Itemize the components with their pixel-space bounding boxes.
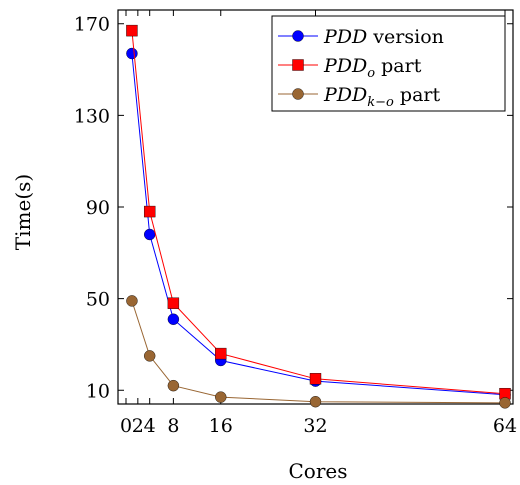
x-tick-label: 8 [167, 415, 179, 437]
data-point [167, 297, 180, 309]
legend-item: PDDk−o part [278, 84, 440, 110]
legend: PDD version PDDo part PDDk−o part [271, 15, 506, 112]
x-tick-label: 0 [120, 415, 132, 437]
data-point [143, 350, 156, 362]
data-point [167, 313, 180, 325]
y-tick-label: 130 [74, 105, 110, 127]
legend-label: PDDo part [323, 55, 422, 81]
y-tick-label: 90 [86, 197, 110, 219]
data-point [215, 347, 227, 360]
series-line [131, 30, 506, 395]
legend-item: PDDo part [278, 55, 422, 81]
legend-marker [292, 30, 304, 42]
legend-marker [292, 88, 304, 100]
legend-box [271, 15, 506, 112]
data-point [143, 205, 156, 218]
x-tick-label: 4 [144, 415, 156, 437]
series-3 [126, 295, 511, 409]
x-axis-label: Cores [288, 459, 347, 483]
data-point [309, 373, 322, 385]
legend-item: PDD version [278, 26, 444, 48]
data-point [499, 397, 511, 409]
series-2 [126, 24, 511, 400]
data-point [126, 47, 138, 60]
series-line [131, 53, 506, 396]
data-point [126, 295, 138, 307]
x-tick-label: 32 [303, 415, 327, 437]
series [126, 24, 511, 409]
y-tick-label: 10 [86, 380, 110, 402]
y-tick-label: 170 [74, 14, 110, 36]
ticks: 0 2 4 8 16 32 64 10 50 90 130 170 [74, 10, 517, 437]
legend-label: PDD version [323, 26, 444, 48]
x-tick-label: 2 [132, 415, 144, 437]
y-axis-label: Time(s) [11, 174, 35, 250]
data-point [167, 379, 180, 392]
data-point [215, 391, 227, 403]
legend-marker [292, 59, 304, 71]
data-point [309, 396, 322, 408]
x-tick-label: 16 [209, 415, 233, 437]
data-point [126, 24, 138, 37]
data-point [143, 228, 156, 241]
y-tick-label: 50 [86, 289, 110, 311]
x-tick-label: 64 [493, 415, 517, 437]
series-line [131, 300, 506, 404]
legend-label: PDDk−o part [323, 84, 440, 110]
